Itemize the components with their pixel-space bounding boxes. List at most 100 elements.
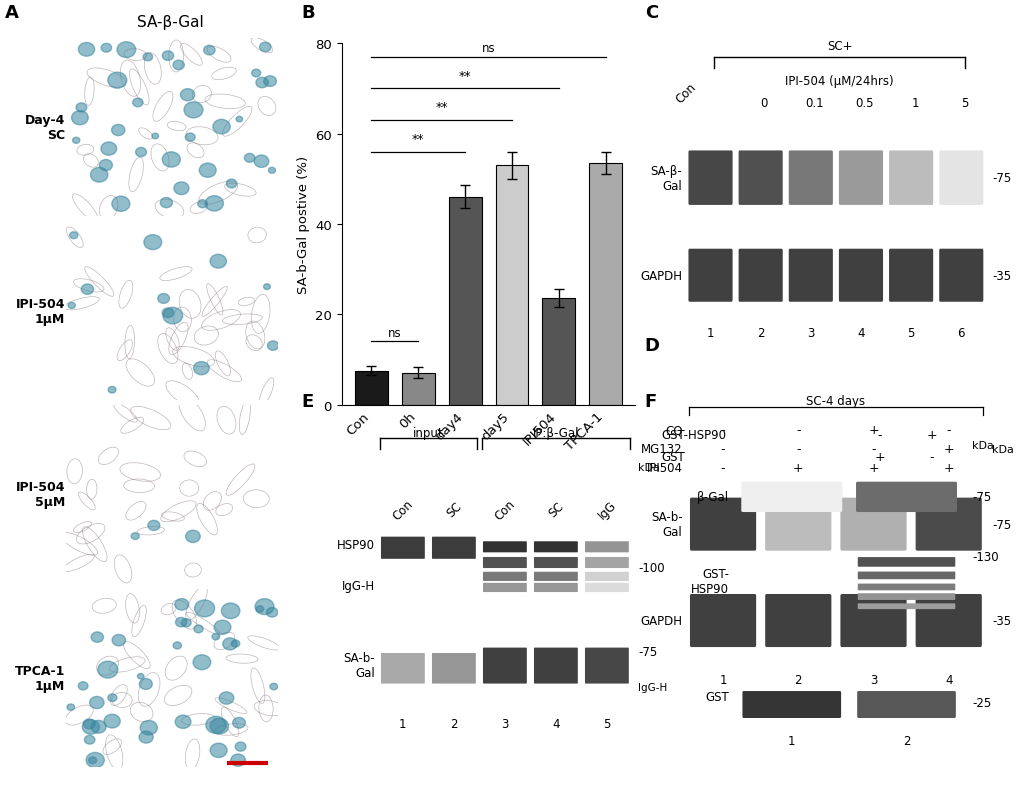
- Text: SC: SC: [545, 500, 566, 520]
- Circle shape: [267, 342, 278, 351]
- Circle shape: [84, 719, 95, 729]
- FancyBboxPatch shape: [856, 691, 955, 718]
- Circle shape: [214, 621, 230, 634]
- Circle shape: [255, 599, 274, 615]
- Circle shape: [89, 757, 97, 764]
- Circle shape: [206, 716, 226, 734]
- Text: 1: 1: [910, 96, 918, 110]
- Text: HSP90: HSP90: [337, 538, 375, 551]
- Text: +: +: [943, 443, 953, 456]
- Text: 1: 1: [398, 717, 407, 730]
- Circle shape: [194, 626, 203, 633]
- Circle shape: [68, 303, 75, 309]
- Text: ns: ns: [481, 43, 495, 55]
- Text: 1: 1: [788, 734, 795, 747]
- FancyBboxPatch shape: [857, 604, 955, 610]
- FancyBboxPatch shape: [432, 653, 476, 684]
- Circle shape: [117, 43, 136, 59]
- Text: +: +: [867, 461, 878, 474]
- FancyBboxPatch shape: [483, 557, 527, 569]
- Circle shape: [163, 308, 182, 325]
- Text: A: A: [5, 4, 19, 22]
- FancyBboxPatch shape: [585, 557, 629, 569]
- Text: Con: Con: [390, 497, 415, 522]
- Circle shape: [263, 285, 270, 290]
- Circle shape: [99, 160, 112, 172]
- Text: IPI-504
5μM: IPI-504 5μM: [15, 480, 65, 508]
- FancyBboxPatch shape: [915, 498, 981, 551]
- FancyBboxPatch shape: [534, 572, 577, 581]
- Text: IgG-H: IgG-H: [342, 579, 375, 593]
- Text: 0.1: 0.1: [804, 96, 823, 110]
- FancyBboxPatch shape: [838, 249, 882, 302]
- Text: 1: 1: [706, 326, 713, 339]
- Text: -: -: [795, 443, 800, 456]
- Circle shape: [78, 682, 88, 690]
- Text: 2: 2: [794, 674, 801, 687]
- Text: IPI-504 (μM/24hrs): IPI-504 (μM/24hrs): [785, 75, 893, 88]
- Circle shape: [91, 720, 106, 733]
- Text: -130: -130: [971, 550, 998, 563]
- Text: 4: 4: [551, 717, 559, 730]
- Text: GAPDH: GAPDH: [640, 269, 682, 282]
- Circle shape: [175, 618, 186, 627]
- FancyBboxPatch shape: [764, 498, 830, 551]
- Circle shape: [213, 120, 230, 135]
- Circle shape: [108, 387, 116, 394]
- Circle shape: [210, 255, 226, 269]
- Text: Con: Con: [674, 80, 698, 106]
- Text: 4: 4: [944, 674, 952, 687]
- Bar: [355, 371, 387, 405]
- FancyBboxPatch shape: [764, 594, 830, 647]
- Circle shape: [175, 715, 191, 728]
- Circle shape: [235, 117, 243, 123]
- Circle shape: [219, 692, 233, 704]
- FancyBboxPatch shape: [857, 557, 955, 567]
- Text: -75: -75: [971, 491, 990, 504]
- Text: F: F: [644, 393, 656, 411]
- FancyBboxPatch shape: [889, 152, 932, 205]
- FancyBboxPatch shape: [689, 498, 755, 551]
- Circle shape: [148, 520, 160, 531]
- Text: 4: 4: [856, 326, 864, 339]
- FancyBboxPatch shape: [585, 572, 629, 581]
- Circle shape: [162, 52, 173, 61]
- Circle shape: [69, 233, 77, 239]
- Text: 2: 2: [756, 326, 763, 339]
- Circle shape: [252, 70, 261, 78]
- Circle shape: [108, 694, 117, 702]
- Text: GST-
HSP90: GST- HSP90: [691, 568, 729, 595]
- Circle shape: [71, 111, 88, 126]
- FancyBboxPatch shape: [938, 249, 982, 302]
- FancyBboxPatch shape: [585, 541, 629, 553]
- Circle shape: [230, 754, 246, 767]
- Circle shape: [256, 606, 264, 613]
- FancyBboxPatch shape: [938, 152, 982, 205]
- Circle shape: [158, 294, 169, 304]
- Circle shape: [140, 720, 157, 735]
- Text: kDa: kDa: [971, 440, 993, 450]
- FancyBboxPatch shape: [534, 583, 577, 593]
- Text: kDa: kDa: [638, 462, 659, 472]
- Text: SA-b-
Gal: SA-b- Gal: [650, 511, 682, 538]
- Circle shape: [195, 600, 214, 617]
- Text: input: input: [413, 427, 443, 439]
- Circle shape: [245, 154, 255, 163]
- Circle shape: [140, 678, 152, 690]
- Text: GST-HSP90: GST-HSP90: [660, 428, 726, 441]
- Text: GAPDH: GAPDH: [640, 614, 682, 627]
- FancyBboxPatch shape: [855, 482, 956, 512]
- Circle shape: [174, 599, 189, 610]
- Text: SC+: SC+: [826, 39, 852, 53]
- Text: 2: 2: [449, 717, 458, 730]
- Circle shape: [204, 47, 215, 56]
- Text: -: -: [946, 424, 950, 437]
- Text: Con: Con: [492, 497, 517, 522]
- Circle shape: [162, 309, 173, 318]
- Circle shape: [180, 90, 195, 102]
- Circle shape: [111, 125, 124, 136]
- Text: -: -: [928, 451, 933, 464]
- Text: -35: -35: [991, 269, 1011, 282]
- Circle shape: [162, 152, 180, 168]
- Text: Day-4
SC: Day-4 SC: [24, 114, 65, 142]
